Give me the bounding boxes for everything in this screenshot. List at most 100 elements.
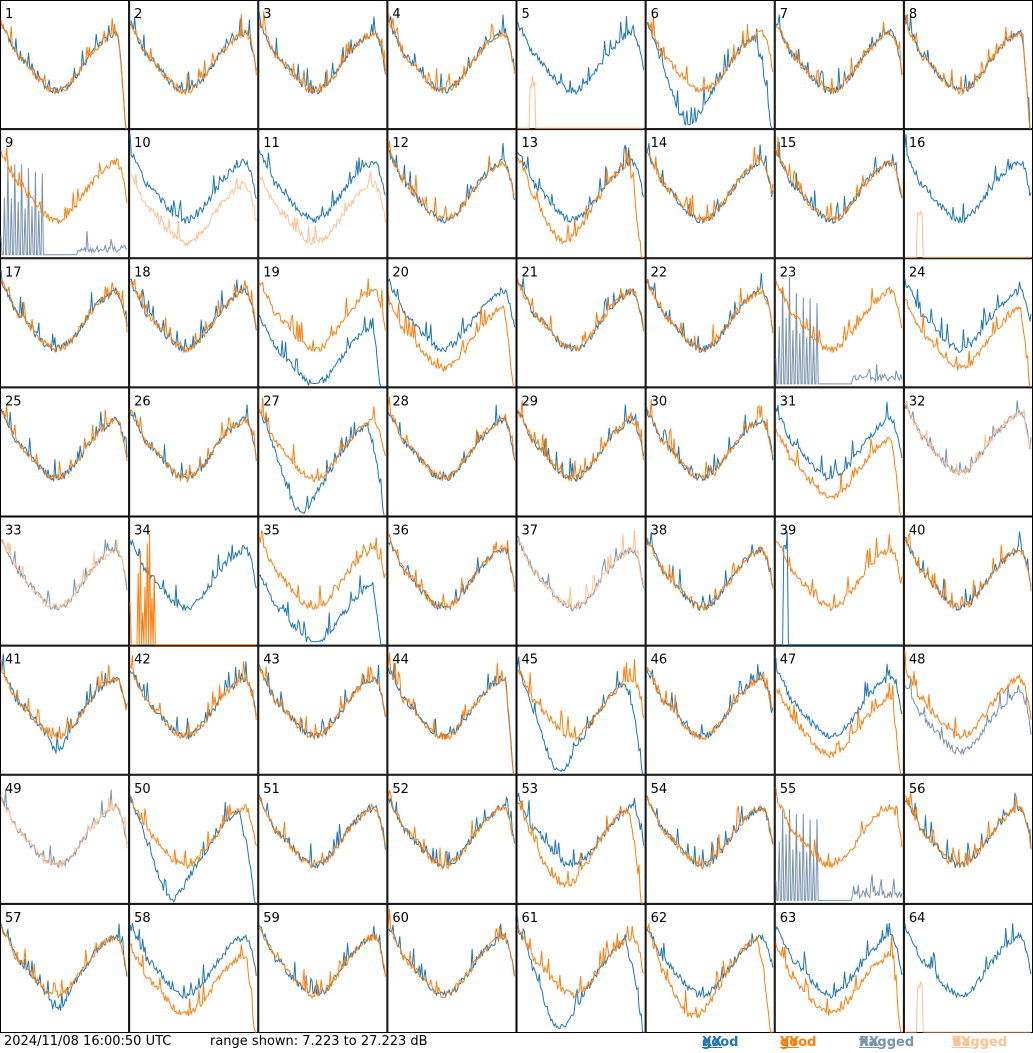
panel-59: 59	[258, 903, 388, 1033]
panel-label: 51	[263, 782, 280, 797]
panel-label: 8	[909, 7, 917, 22]
panel-frame	[387, 129, 517, 259]
panel-9: 9	[0, 129, 130, 259]
panel-frame	[387, 645, 517, 775]
panel-label: 14	[651, 136, 668, 151]
panel-label: 61	[522, 911, 539, 926]
panel-label: 24	[909, 265, 926, 280]
series-yy	[258, 397, 386, 483]
panel-frame	[645, 387, 775, 517]
series-xx	[904, 278, 1032, 353]
panel-label: 29	[522, 394, 539, 409]
series-xx	[388, 142, 515, 224]
panel-frame	[516, 387, 646, 517]
series-xx	[904, 678, 1032, 756]
panel-frame	[774, 645, 904, 775]
panel-frame	[774, 0, 904, 130]
panel-5: 5	[516, 0, 646, 130]
panel-frame	[903, 387, 1033, 517]
series-xx	[775, 531, 902, 646]
panel-label: 45	[522, 653, 539, 668]
panel-label: 6	[651, 7, 659, 22]
panel-label: 35	[263, 524, 280, 539]
series-yy	[387, 533, 515, 612]
panel-label: 17	[5, 265, 22, 280]
series-yy	[775, 137, 903, 223]
series-yy	[904, 400, 1032, 476]
panel-frame	[774, 516, 904, 646]
series-xx	[775, 401, 903, 482]
panel-label: 33	[5, 524, 22, 539]
panel-6: 6	[645, 0, 775, 130]
series-yy	[646, 796, 774, 870]
panel-frame	[645, 774, 775, 904]
panel-frame	[0, 258, 130, 388]
panel-48: 48	[903, 645, 1033, 775]
panel-frame	[129, 0, 259, 130]
panel-frame	[258, 645, 388, 775]
panel-label: 56	[909, 782, 926, 797]
panel-8: 8	[903, 0, 1033, 130]
panel-label: 11	[263, 136, 280, 151]
range-text: range shown: 7.223 to 27.223 dB	[210, 1034, 428, 1049]
panel-54: 54	[645, 774, 775, 904]
panel-label: 47	[780, 653, 797, 668]
panel-label: 28	[392, 394, 409, 409]
panel-frame	[387, 387, 517, 517]
series-xx	[258, 314, 386, 387]
panel-frame	[129, 129, 259, 259]
panel-34: 34	[129, 516, 259, 646]
panel-39: 39	[774, 516, 904, 646]
series-yy	[904, 981, 1031, 1033]
series-yy	[517, 799, 644, 904]
panel-frame	[0, 129, 130, 259]
panel-62: 62	[645, 903, 775, 1033]
panel-label: 4	[392, 7, 400, 22]
panel-frame	[903, 129, 1033, 259]
panel-10: 10	[129, 129, 259, 259]
series-yy	[258, 10, 386, 94]
series-yy	[258, 171, 386, 246]
panel-frame	[645, 516, 775, 646]
panel-47: 47	[774, 645, 904, 775]
panel-19: 19	[258, 258, 388, 388]
panel-label: 60	[392, 911, 409, 926]
series-yy	[129, 942, 257, 1033]
panel-label: 10	[134, 136, 151, 151]
panel-label: 27	[263, 394, 280, 409]
panel-25: 25	[0, 387, 130, 517]
panel-label: 30	[651, 394, 668, 409]
series-yy	[387, 652, 515, 775]
panel-label: 2	[134, 7, 142, 22]
series-yy	[646, 923, 773, 1033]
panel-20: 20	[387, 258, 517, 388]
panel-label: 55	[780, 782, 797, 797]
panel-21: 21	[516, 258, 646, 388]
panel-label: 5	[522, 7, 530, 22]
series-yy	[775, 21, 903, 95]
panel-frame	[129, 387, 259, 517]
panel-51: 51	[258, 774, 388, 904]
panel-frame	[387, 903, 517, 1033]
panel-52: 52	[387, 774, 517, 904]
panel-frame	[516, 903, 646, 1033]
series-xx	[129, 134, 257, 224]
panel-label: 16	[909, 136, 926, 151]
panel-label: 23	[780, 265, 797, 280]
series-yy	[129, 14, 257, 96]
panel-frame	[903, 774, 1033, 904]
panel-27: 27	[258, 387, 388, 517]
panel-label: 46	[651, 653, 668, 668]
panel-label: 9	[5, 136, 13, 151]
series-yy	[0, 538, 128, 611]
panel-frame	[129, 645, 259, 775]
series-xx	[259, 574, 386, 646]
panel-49: 49	[0, 774, 130, 904]
panel-label: 49	[5, 782, 22, 797]
panel-60: 60	[387, 903, 517, 1033]
panel-frame	[0, 645, 130, 775]
series-yy	[0, 147, 128, 225]
panel-frame	[645, 258, 775, 388]
panel-37: 37	[516, 516, 646, 646]
series-yy	[387, 11, 515, 93]
